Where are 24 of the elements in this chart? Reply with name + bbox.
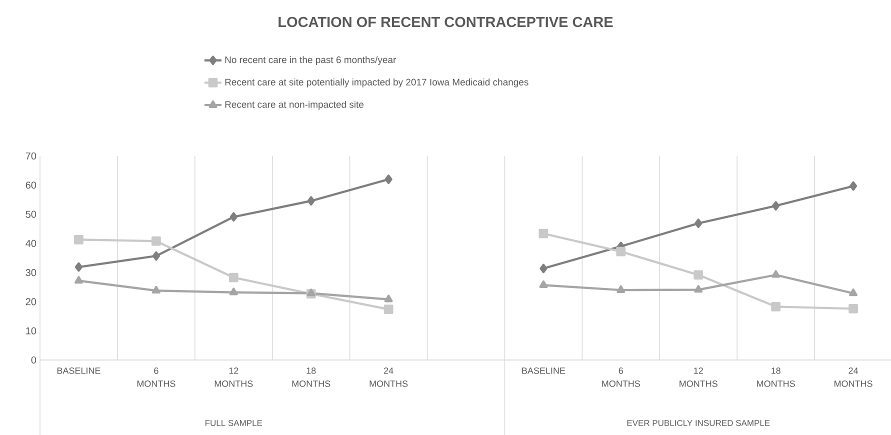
y-tick-label: 0 — [31, 356, 36, 364]
x-tick-label: 12 MONTHS — [680, 368, 718, 387]
x-tick-label: 18 MONTHS — [292, 368, 330, 387]
legend-label: Recent care at non-impacted site — [225, 100, 364, 110]
y-tick-label: 50 — [26, 210, 36, 218]
x-tick-label: 24 MONTHS — [370, 368, 408, 387]
x-tick-label: 12 MONTHS — [214, 368, 253, 387]
x-tick-label: 6 MONTHS — [602, 368, 640, 387]
legend-label: Recent care at site potentially impacted by 2017 Iowa Medicaid changes — [225, 78, 528, 88]
text: FULL SAMPLE — [206, 420, 262, 426]
x-tick-label: BASELINE — [57, 368, 100, 374]
x-tick-label: BASELINE — [522, 368, 566, 374]
y-tick-label: 70 — [26, 152, 36, 160]
y-tick-label: 30 — [26, 269, 36, 276]
x-tick-label: 24 MONTHS — [834, 368, 872, 387]
x-tick-label: 6 MONTHS — [137, 368, 176, 387]
legend-label: No recent care in the past 6 months/year — [225, 56, 396, 66]
chart-title: LOCATION OF RECENT CONTRACEPTIVE CARE — [278, 16, 613, 28]
y-tick-label: 20 — [26, 298, 36, 306]
text: EVER PUBLICLY INSURED SAMPLE — [627, 420, 770, 426]
y-tick-label: 40 — [26, 240, 36, 247]
y-tick-label: 60 — [26, 182, 36, 189]
y-tick-label: 10 — [26, 327, 36, 334]
x-tick-label: 18 MONTHS — [757, 368, 795, 387]
